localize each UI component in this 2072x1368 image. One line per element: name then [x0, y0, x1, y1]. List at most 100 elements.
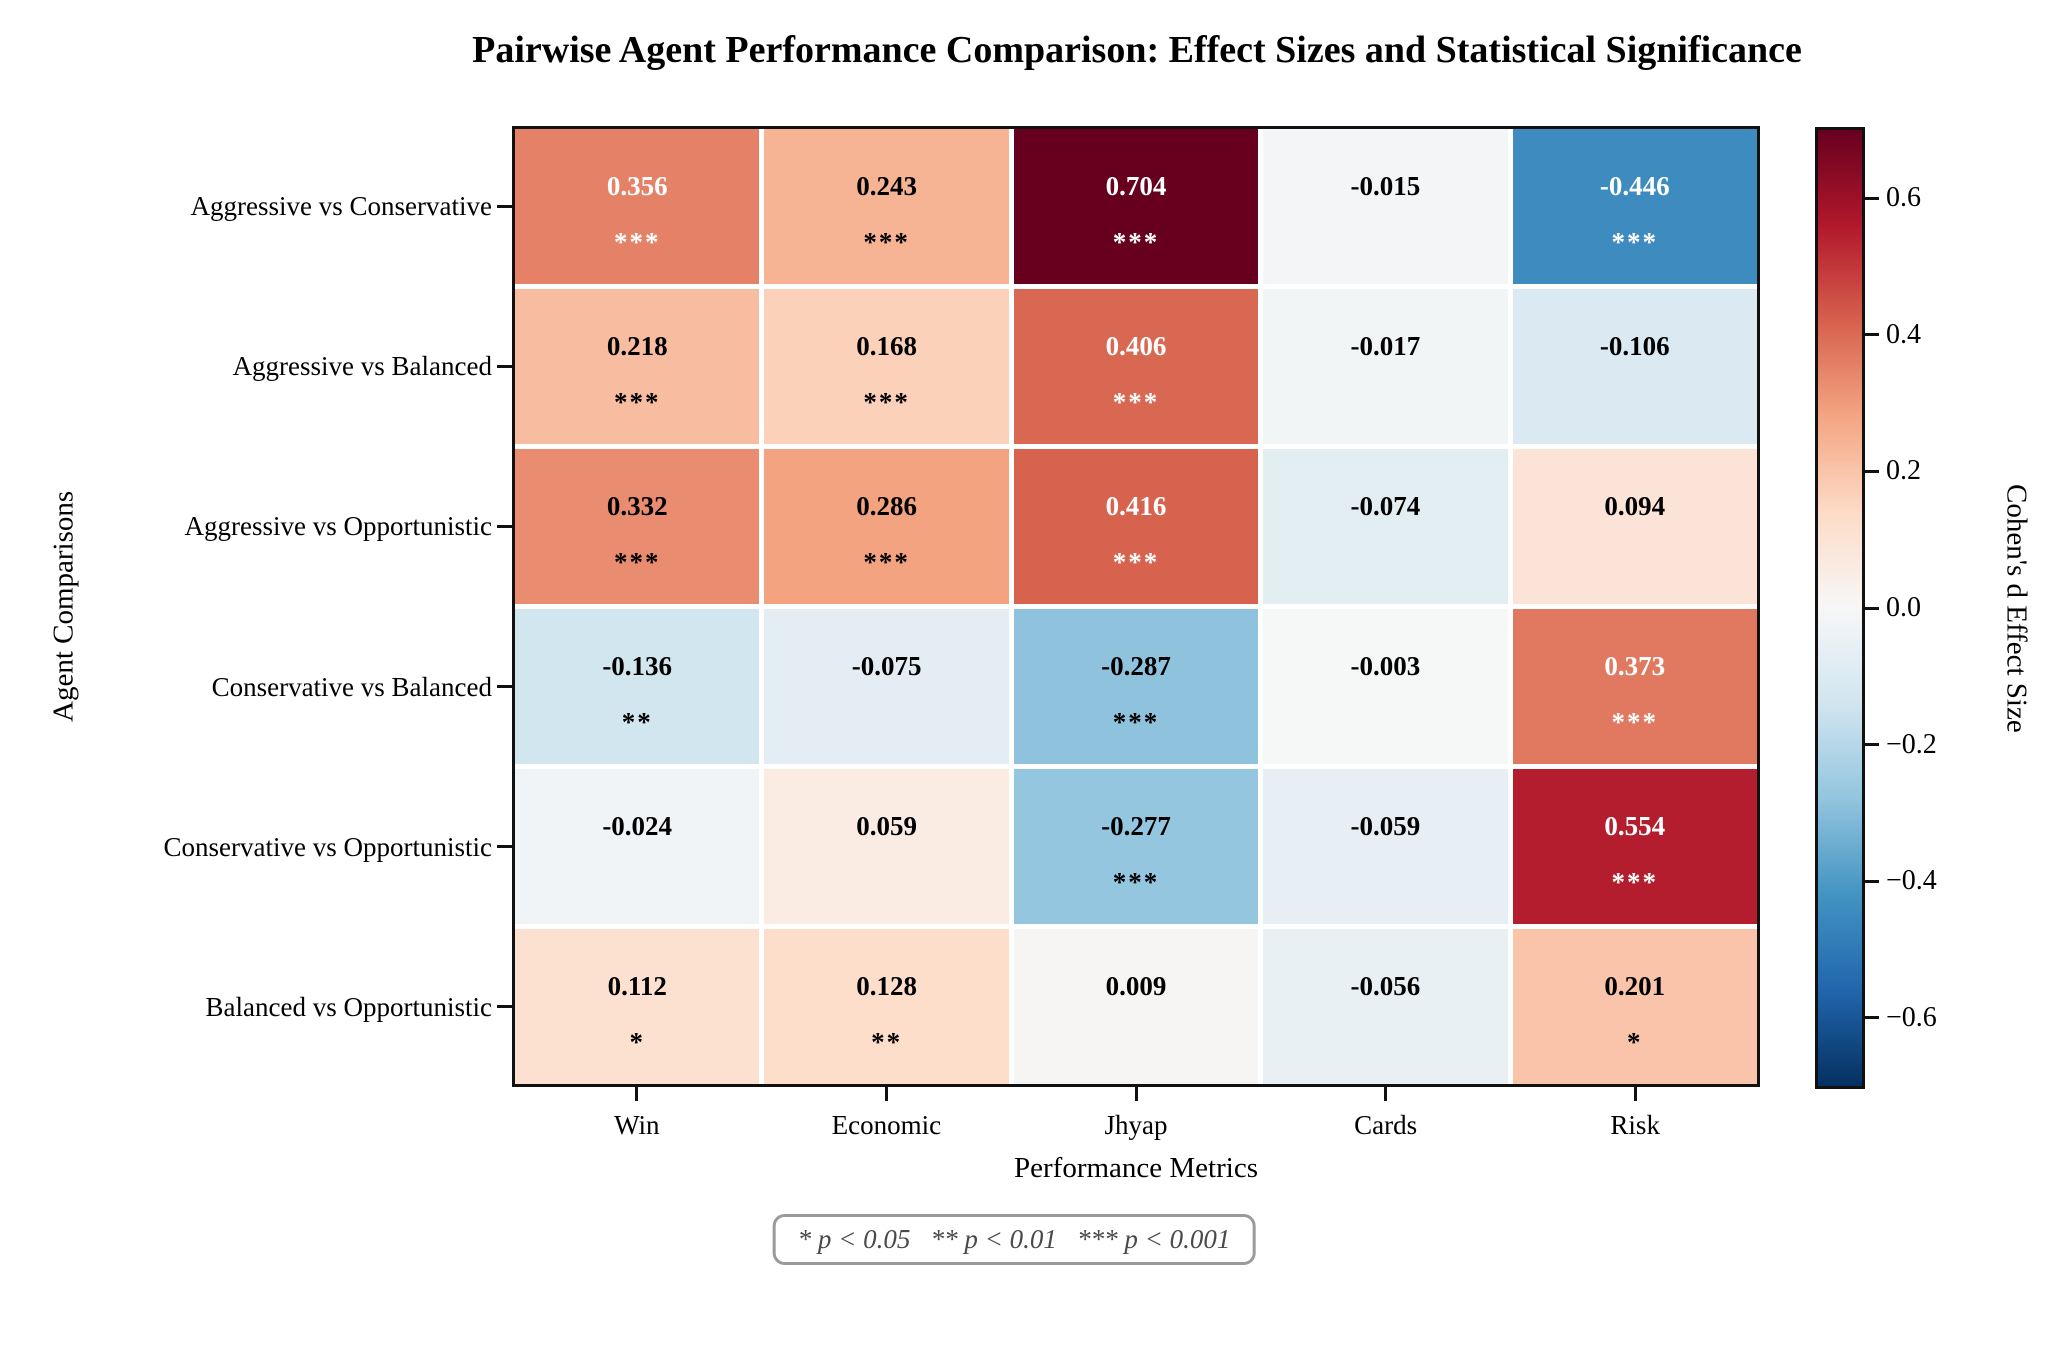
- cell-value: 0.201: [1604, 970, 1666, 1001]
- cell-value: -0.075: [851, 650, 922, 681]
- cell-significance: ***: [1112, 386, 1160, 417]
- heatmap-cell-r1c4: -0.106: [1512, 289, 1757, 444]
- cell-value: 0.059: [856, 810, 917, 841]
- cell-value: 0.218: [606, 330, 668, 361]
- y-tick-mark: [497, 364, 512, 368]
- cell-significance: ***: [863, 546, 910, 577]
- colorbar-tick-mark: [1865, 196, 1879, 200]
- cell-significance: ***: [863, 226, 910, 257]
- y-axis-label: Agent Comparisons: [47, 490, 80, 723]
- heatmap-cell-r2c1: 0.286 ***: [764, 449, 1009, 604]
- y-tick-label-5: Balanced vs Opportunistic: [205, 991, 492, 1022]
- heatmap-cell-r0c0: 0.356 ***: [515, 129, 760, 284]
- colorbar-label: Cohen's d Effect Size: [2000, 483, 2033, 733]
- cell-value: 0.286: [856, 490, 917, 521]
- cell-significance: ***: [1112, 866, 1160, 897]
- heatmap-cell-r5c1: 0.128 **: [764, 929, 1009, 1084]
- x-tick-mark: [1134, 1087, 1138, 1101]
- heatmap-cell-r5c4: 0.201 *: [1512, 929, 1757, 1084]
- x-tick-mark: [1384, 1087, 1388, 1101]
- heatmap-cell-r0c2: 0.704 ***: [1013, 129, 1259, 284]
- cell-significance: *: [629, 1026, 645, 1057]
- heatmap-cell-r1c3: -0.017: [1263, 289, 1508, 444]
- x-tick-label-0: Win: [614, 1110, 660, 1140]
- x-tick-mark: [884, 1087, 888, 1101]
- x-tick-label-3: Cards: [1354, 1110, 1418, 1140]
- chart-title: Pairwise Agent Performance Comparison: E…: [472, 29, 1802, 71]
- heatmap-cell-r2c3: -0.074: [1263, 449, 1508, 604]
- heatmap-cell-r0c3: -0.015: [1263, 129, 1508, 284]
- cell-significance: *: [1627, 1026, 1643, 1057]
- heatmap-grid: 0.356 *** 0.243 *** 0.704 *** -0.015 -0.446 *** 0…: [512, 126, 1760, 1087]
- cell-value: 0.704: [1105, 170, 1167, 201]
- cell-value: 0.128: [856, 970, 917, 1001]
- colorbar-tick-label: 0.6: [1886, 182, 1921, 214]
- cell-significance: ***: [1611, 226, 1659, 257]
- significance-legend: * p < 0.05 ** p < 0.01 *** p < 0.001: [772, 1214, 1256, 1265]
- y-tick-mark: [497, 1005, 512, 1009]
- colorbar-tick-label: −0.4: [1886, 865, 1937, 897]
- heatmap-cell-r4c2: -0.277 ***: [1013, 769, 1259, 924]
- cell-value: -0.056: [1350, 970, 1421, 1001]
- cell-significance: ***: [1611, 866, 1659, 897]
- x-tick-mark: [1633, 1087, 1637, 1101]
- y-tick-mark: [497, 524, 512, 528]
- cell-value: 0.168: [856, 330, 917, 361]
- colorbar-tick-label: 0.2: [1886, 455, 1921, 487]
- heatmap-cell-r5c3: -0.056: [1263, 929, 1508, 1084]
- y-tick-mark: [497, 845, 512, 849]
- cell-value: 0.009: [1105, 970, 1167, 1001]
- cell-significance: ***: [1112, 226, 1160, 257]
- cell-significance: ***: [863, 386, 910, 417]
- colorbar-tick-mark: [1865, 333, 1879, 337]
- cell-value: -0.059: [1350, 810, 1421, 841]
- heatmap-cell-r2c4: 0.094: [1512, 449, 1757, 604]
- cell-value: -0.003: [1350, 650, 1421, 681]
- y-tick-mark: [497, 685, 512, 689]
- cell-value: -0.017: [1350, 330, 1421, 361]
- cell-value: -0.277: [1101, 810, 1171, 841]
- cell-value: 0.554: [1604, 810, 1666, 841]
- heatmap-cell-r2c0: 0.332 ***: [515, 449, 760, 604]
- x-axis-label: Performance Metrics: [1014, 1152, 1258, 1184]
- colorbar-tick-mark: [1865, 469, 1879, 473]
- cell-value: -0.136: [602, 650, 673, 681]
- heatmap-cell-r3c2: -0.287 ***: [1013, 609, 1259, 764]
- heatmap-cell-r3c3: -0.003: [1263, 609, 1508, 764]
- colorbar-tick-mark: [1865, 743, 1879, 747]
- colorbar-tick-label: −0.6: [1886, 1001, 1937, 1033]
- heatmap-cell-r1c2: 0.406 ***: [1013, 289, 1259, 444]
- cell-value: 0.416: [1105, 490, 1167, 521]
- heatmap-cell-r0c1: 0.243 ***: [764, 129, 1009, 284]
- x-tick-label-2: Jhyap: [1104, 1110, 1168, 1140]
- colorbar-tick-mark: [1865, 879, 1879, 883]
- y-tick-label-0: Aggressive vs Conservative: [190, 191, 492, 222]
- y-tick-label-4: Conservative vs Opportunistic: [163, 831, 492, 862]
- cell-value: -0.074: [1350, 490, 1421, 521]
- heatmap-cell-r1c0: 0.218 ***: [515, 289, 760, 444]
- heatmap-cell-r4c0: -0.024: [515, 769, 760, 924]
- colorbar: [1815, 127, 1865, 1089]
- y-tick-label-3: Conservative vs Balanced: [211, 671, 492, 702]
- heatmap-cell-r5c0: 0.112 *: [515, 929, 760, 1084]
- colorbar-tick-mark: [1865, 606, 1879, 610]
- heatmap-cell-r3c1: -0.075: [764, 609, 1009, 764]
- colorbar-tick-label: 0.4: [1886, 318, 1921, 350]
- heatmap-cell-r0c4: -0.446 ***: [1512, 129, 1757, 284]
- cell-significance: ***: [1611, 706, 1659, 737]
- cell-value: -0.024: [602, 810, 673, 841]
- heatmap-cell-r3c4: 0.373 ***: [1512, 609, 1757, 764]
- cell-significance: **: [871, 1026, 903, 1057]
- cell-significance: ***: [1112, 706, 1160, 737]
- heatmap-cell-r5c2: 0.009: [1013, 929, 1259, 1084]
- cell-value: 0.112: [607, 970, 667, 1001]
- heatmap-cell-r1c1: 0.168 ***: [764, 289, 1009, 444]
- cell-value: 0.373: [1604, 650, 1666, 681]
- cell-value: -0.015: [1350, 170, 1421, 201]
- heatmap-cell-r4c4: 0.554 ***: [1512, 769, 1757, 924]
- cell-significance: ***: [1112, 546, 1160, 577]
- x-tick-label-1: Economic: [831, 1110, 942, 1140]
- heatmap-cell-r4c3: -0.059: [1263, 769, 1508, 924]
- heatmap-cell-r4c1: 0.059: [764, 769, 1009, 924]
